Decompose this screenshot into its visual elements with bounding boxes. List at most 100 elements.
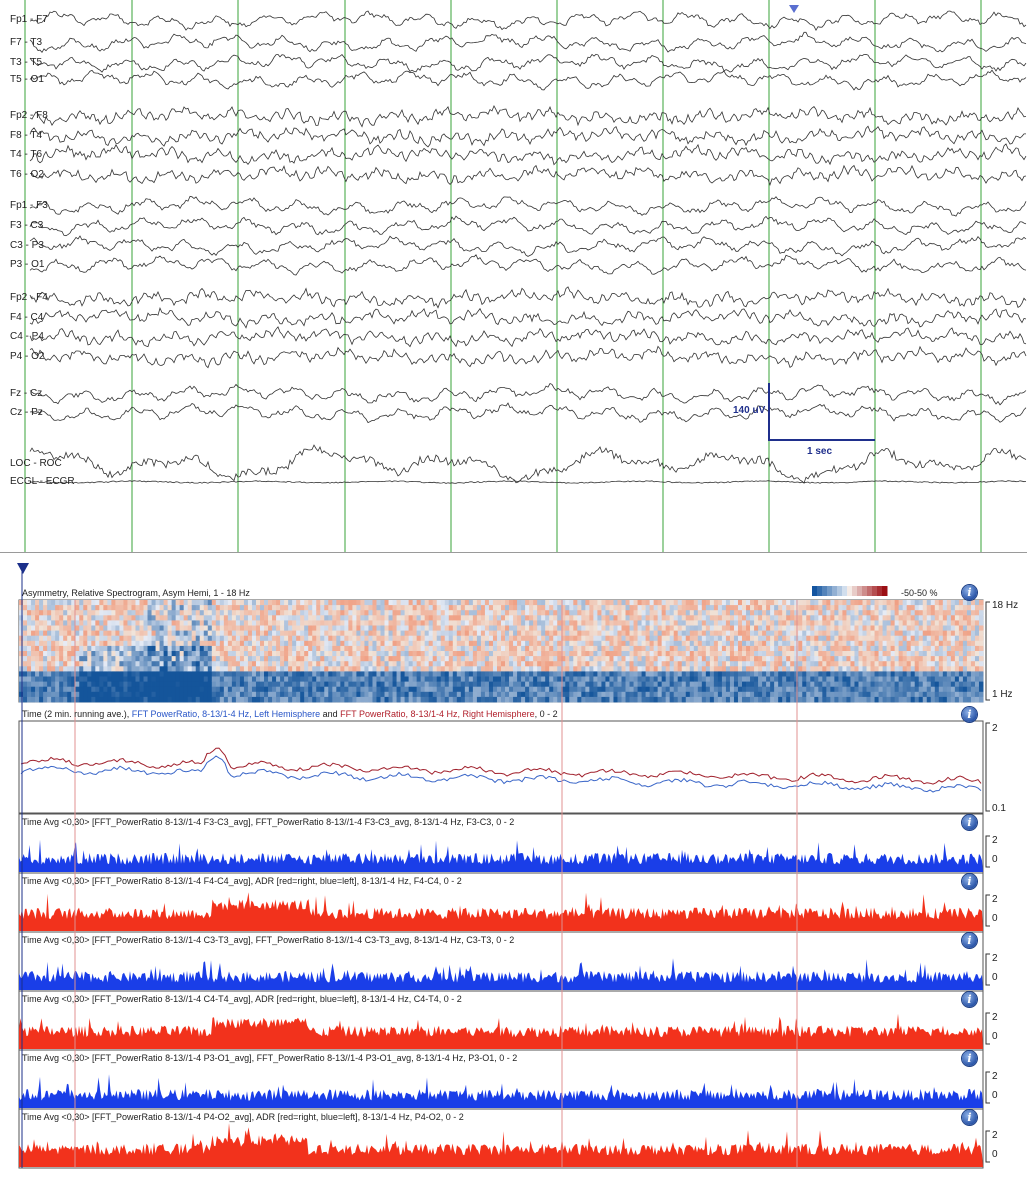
trend-row-info-icon[interactable]: i xyxy=(962,992,977,1007)
spectrogram-cell xyxy=(605,605,610,611)
time-marker-icon[interactable] xyxy=(789,5,799,13)
spectrogram-cell xyxy=(906,620,912,626)
spectrogram-cell xyxy=(300,630,305,637)
spectrogram-cell xyxy=(902,681,908,688)
spectrogram-info-icon[interactable]: i xyxy=(962,585,977,600)
spectrogram-cell xyxy=(304,676,309,682)
spectrogram-cell xyxy=(701,666,707,672)
spectrogram-cell xyxy=(758,645,763,652)
spectrogram-cell xyxy=(456,681,462,688)
spectrogram-cell xyxy=(424,635,430,642)
eeg-waveform-panel[interactable]: Fp1 - F7 F7 - T3 T3 - T5 T5 - O1 Fp2 - F8 F8 … xyxy=(0,0,1027,553)
spectrogram-cell xyxy=(492,645,498,652)
spectrogram-cell xyxy=(750,676,755,682)
spectrogram-cell xyxy=(39,696,44,703)
spectrogram-cell xyxy=(906,625,912,631)
spectrogram-cell xyxy=(272,625,277,631)
trend-row-info-icon[interactable]: i xyxy=(962,815,977,830)
spectrogram-cell xyxy=(685,686,691,693)
trend-panel[interactable]: Asymmetry, Relative Spectrogram, Asym He… xyxy=(0,555,1027,1183)
spectrogram-cell xyxy=(103,635,108,642)
trend-row-info-icon[interactable]: i xyxy=(962,1051,977,1066)
spectrogram-cell xyxy=(255,610,261,616)
spectrogram-cell xyxy=(412,651,418,657)
spectrogram-cell xyxy=(239,615,245,621)
spectrogram-cell xyxy=(235,620,241,626)
spectrogram-cell xyxy=(372,615,377,621)
spectrogram-cell xyxy=(886,630,892,637)
spectrogram-cell xyxy=(356,610,361,616)
spectrogram-cell xyxy=(223,696,229,703)
trend-row-info-icon[interactable]: i xyxy=(962,874,977,889)
spectrogram-cell xyxy=(978,640,984,647)
spectrogram-cell xyxy=(629,686,634,693)
spectrogram-cell xyxy=(95,625,100,631)
spectrogram-cell xyxy=(637,666,642,672)
spectrogram-cell xyxy=(770,671,775,677)
spectrogram-cell xyxy=(854,605,859,611)
spectrogram-cell xyxy=(834,610,839,616)
spectrogram-cell xyxy=(762,615,767,621)
spectrogram-cell xyxy=(806,610,811,616)
spectrogram-cell xyxy=(284,651,289,657)
spectrogram-cell xyxy=(846,651,851,657)
spectrogram-cell xyxy=(890,620,896,626)
trend-row-info-icon[interactable]: i xyxy=(962,933,977,948)
spectrogram-cell xyxy=(380,640,385,647)
spectrogram-cell xyxy=(677,691,683,698)
spectrogram-cell xyxy=(589,691,594,698)
spectrogram-cell xyxy=(878,630,883,637)
spectrogram-cell xyxy=(432,640,438,647)
spectrogram-cell xyxy=(296,666,301,672)
spectrogram-cell xyxy=(280,686,285,693)
spectrogram-cell xyxy=(308,645,313,652)
spectrogram-cell xyxy=(978,696,984,703)
spectrogram-cell xyxy=(171,645,177,652)
spectrogram-cell xyxy=(111,600,116,606)
spectrogram-cell xyxy=(51,671,56,677)
spectrogram-cell xyxy=(187,620,193,626)
spectrogram-cell xyxy=(312,635,317,642)
spectrogram-cell xyxy=(187,676,193,682)
spectrogram-cell xyxy=(517,625,522,631)
spectrogram-cell xyxy=(468,630,474,637)
spectrogram-cell xyxy=(846,600,851,606)
spectrogram-cell xyxy=(428,630,434,637)
spectrogram-cell xyxy=(396,651,401,657)
power-ratio-info-icon[interactable]: i xyxy=(962,707,977,722)
spectrogram-cell xyxy=(894,681,900,688)
spectrogram-cell xyxy=(251,671,257,677)
spectrogram-cell xyxy=(878,651,883,657)
spectrogram-cell xyxy=(541,625,546,631)
spectrogram-cell xyxy=(894,640,900,647)
spectrogram-cell xyxy=(231,671,237,677)
spectrogram-cell xyxy=(826,635,831,642)
spectrogram-cell xyxy=(906,605,912,611)
cursor-triangle-icon[interactable] xyxy=(17,563,29,574)
spectrogram-cell xyxy=(260,640,265,647)
trend-row-info-icon[interactable]: i xyxy=(962,1110,977,1125)
eeg-trace xyxy=(29,195,1027,217)
spectrogram-cell xyxy=(55,615,60,621)
spectrogram-cell xyxy=(448,661,454,667)
spectrogram-cell xyxy=(958,625,964,631)
spectrogram-cell xyxy=(219,681,225,688)
spectrogram-cell xyxy=(476,666,482,672)
spectrogram-cell xyxy=(91,671,96,677)
spectrogram-cell xyxy=(846,615,851,621)
spectrogram-cell xyxy=(605,671,610,677)
spectrogram-cell xyxy=(211,686,217,693)
spectrogram-cell xyxy=(328,661,333,667)
spectrogram-cell xyxy=(898,615,904,621)
spectrogram-cell xyxy=(484,651,490,657)
spectrogram-cell xyxy=(119,686,124,693)
spectrogram-title: Asymmetry, Relative Spectrogram, Asym He… xyxy=(22,588,250,598)
spectrogram-cell xyxy=(697,615,703,621)
spectrogram-cell xyxy=(464,615,470,621)
spectrogram-cell xyxy=(43,620,48,626)
spectrogram-cell xyxy=(605,610,610,616)
spectrogram-cell xyxy=(581,651,586,657)
spectrogram-cell xyxy=(39,610,44,616)
spectrogram-cell xyxy=(384,666,389,672)
spectrogram-cell xyxy=(51,635,56,642)
